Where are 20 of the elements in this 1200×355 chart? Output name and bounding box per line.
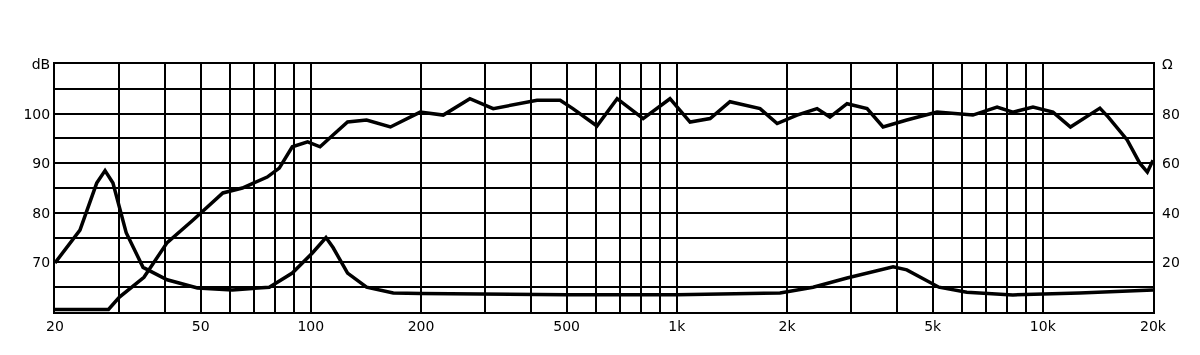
- y2-tick-label: Ω: [1162, 55, 1173, 72]
- y-tick-label: 100: [23, 105, 51, 122]
- x-tick-label: 2k: [778, 317, 797, 334]
- y2-tick-label: 20: [1162, 254, 1180, 271]
- y-tick-label: 90: [32, 155, 51, 172]
- x-tick-label: 20k: [1140, 317, 1167, 334]
- x-tick-label: 500: [553, 317, 581, 334]
- y-tick-label: 80: [32, 204, 51, 221]
- y2-tick-label: 80: [1162, 105, 1180, 122]
- y-tick-label: 70: [32, 254, 51, 271]
- x-tick-label: 10k: [1029, 317, 1057, 334]
- y-tick-label: dB: [31, 55, 51, 72]
- x-tick-label: 50: [191, 317, 210, 334]
- x-tick-label: 1k: [668, 317, 687, 334]
- x-tick-label: 200: [407, 317, 435, 334]
- y2-tick-label: 60: [1162, 155, 1180, 172]
- y2-tick-label: 40: [1162, 204, 1180, 221]
- x-tick-label: 20: [46, 317, 64, 334]
- x-tick-label: 5k: [924, 317, 943, 334]
- x-tick-label: 100: [297, 317, 325, 334]
